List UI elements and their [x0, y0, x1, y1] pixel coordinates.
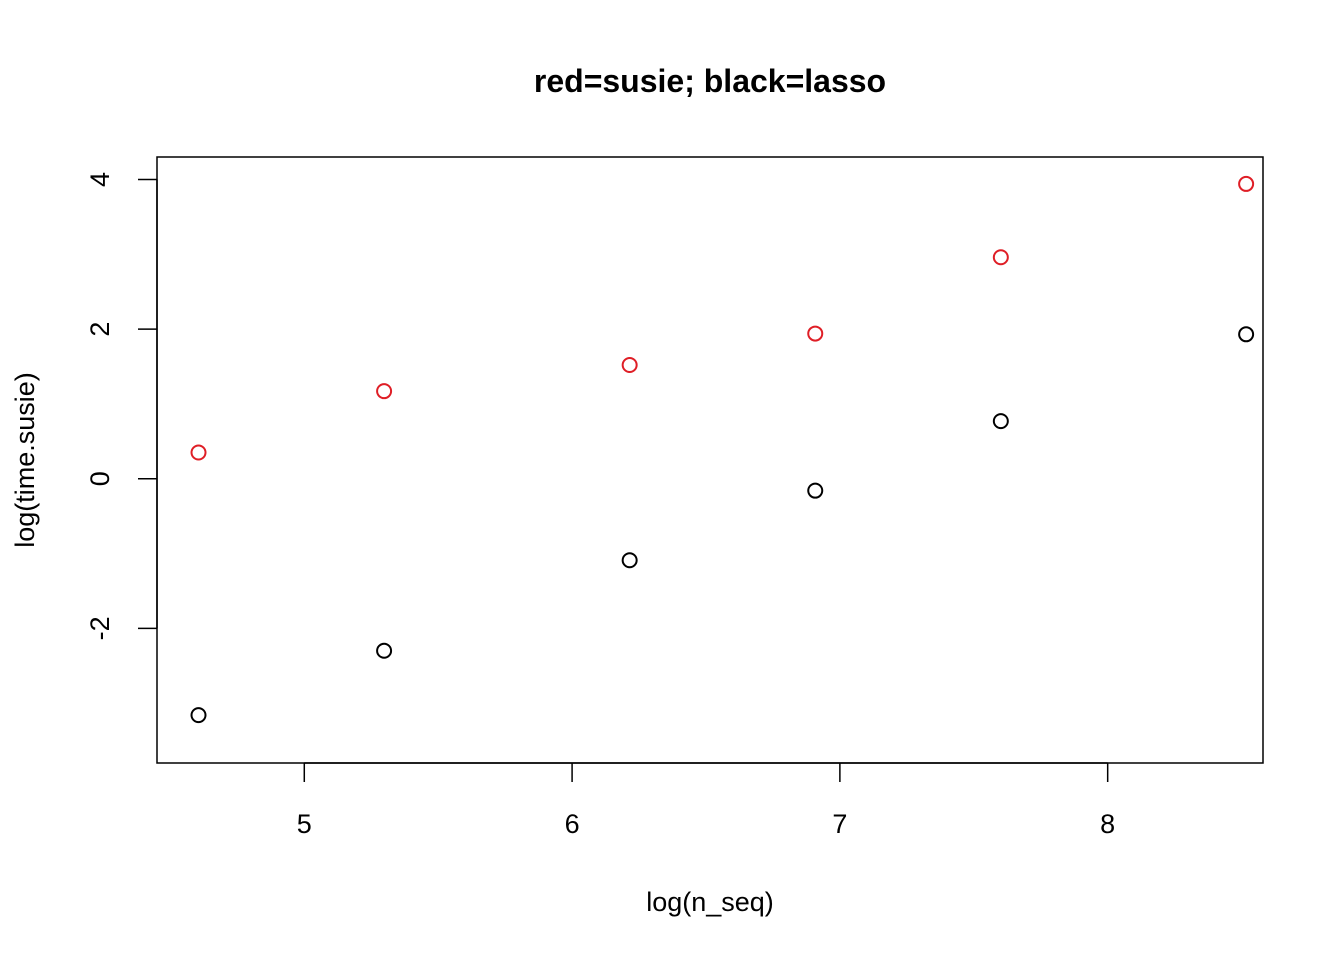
chart-title: red=susie; black=lasso — [534, 63, 886, 99]
data-point-series-2 — [190, 707, 207, 724]
data-point-series-1 — [807, 325, 824, 342]
y-tick-label: 2 — [85, 322, 115, 337]
y-axis-label: log(time.susie) — [10, 372, 40, 548]
x-axis: 5 6 7 8 — [297, 762, 1115, 839]
y-tick-label: 4 — [85, 172, 115, 187]
data-point-series-1 — [621, 356, 638, 373]
data-point-series-2 — [807, 482, 824, 499]
data-point-series-2 — [992, 413, 1009, 430]
plot-frame — [156, 156, 1264, 764]
data-point-series-1 — [992, 249, 1009, 266]
x-tick-label: 5 — [297, 809, 312, 839]
data-point-series-1 — [376, 383, 393, 400]
y-tick-label: 0 — [85, 471, 115, 486]
data-point-series-2 — [621, 552, 638, 569]
data-point-series-2 — [376, 642, 393, 659]
x-axis-label: log(n_seq) — [646, 887, 774, 917]
data-point-series-2 — [1238, 326, 1255, 343]
x-tick-label: 6 — [565, 809, 580, 839]
y-axis: -2 0 2 4 — [85, 172, 158, 640]
x-tick-label: 7 — [832, 809, 847, 839]
data-points — [190, 175, 1255, 724]
x-tick-label: 8 — [1100, 809, 1115, 839]
data-point-series-1 — [190, 444, 207, 461]
data-point-series-1 — [1238, 175, 1255, 192]
y-tick-label: -2 — [85, 616, 115, 640]
